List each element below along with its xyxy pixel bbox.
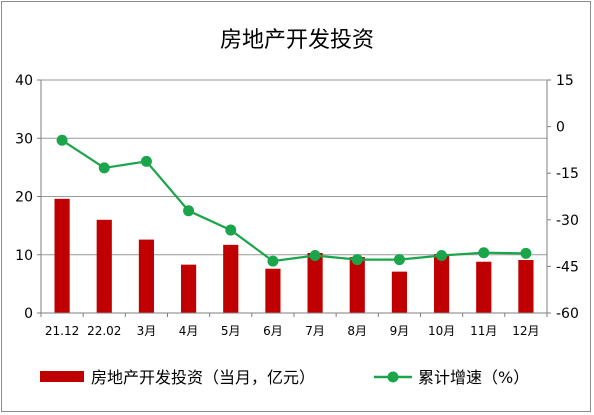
right-tick-label: -45 [556, 259, 579, 275]
x-tick-label: 5月 [221, 324, 241, 338]
left-tick-label: 40 [15, 73, 33, 89]
left-tick-label: 30 [15, 131, 33, 147]
x-tick-label: 22.02 [87, 324, 121, 338]
bar [307, 253, 323, 313]
x-tick-label: 7月 [305, 324, 325, 338]
right-tick-label: -15 [556, 166, 579, 182]
right-axis-ticks: 15 0 -15 -30 -45 -60 [556, 73, 579, 322]
right-tick-label: 15 [556, 73, 574, 89]
bar [265, 268, 281, 313]
legend-swatch-bar [40, 371, 84, 382]
x-tick-label: 21.12 [45, 324, 79, 338]
x-tick-label: 10月 [428, 324, 455, 338]
line-point [520, 247, 532, 259]
legend-label-line: 累计增速（%） [418, 368, 529, 387]
right-tick-label: -30 [556, 213, 579, 229]
bar [349, 257, 365, 313]
line-point [478, 247, 490, 259]
bar [223, 244, 239, 313]
left-tick-label: 0 [24, 306, 33, 322]
x-tick-label: 6月 [263, 324, 283, 338]
line-point [436, 250, 448, 262]
line-point [98, 162, 110, 174]
left-tick-label: 10 [15, 248, 33, 264]
x-tick-label: 9月 [390, 324, 410, 338]
x-tick-label: 8月 [347, 324, 367, 338]
x-tick-label: 4月 [179, 324, 199, 338]
x-tick-label: 12月 [512, 324, 539, 338]
bar [54, 198, 70, 313]
legend: 房地产开发投资（当月，亿元） 累计增速（%） [40, 368, 529, 387]
gridlines [41, 79, 547, 256]
line-point [225, 224, 237, 236]
bar-series [54, 198, 534, 313]
line-point [183, 205, 195, 217]
right-tick-label: -60 [556, 306, 579, 322]
bar [518, 259, 534, 313]
line-series [56, 134, 532, 267]
line-point [351, 254, 363, 266]
series-line [61, 139, 526, 263]
line-point [140, 155, 152, 167]
x-tick-label: 11月 [470, 324, 497, 338]
x-tick-label: 3月 [137, 324, 157, 338]
x-axis-ticks: 21.12 22.02 3月 4月 5月 6月 7月 8月 9月 10月 11月 12月 [45, 324, 540, 338]
line-point [267, 255, 279, 267]
bar [433, 254, 450, 313]
bar [138, 239, 155, 313]
chart-title: 房地产开发投资 [220, 28, 374, 53]
line-point [309, 250, 321, 262]
bar [180, 264, 197, 313]
left-axis-ticks: 0 10 20 30 40 [15, 73, 33, 322]
line-point [56, 134, 68, 146]
axes [37, 79, 551, 317]
bar [96, 219, 112, 313]
legend-label-bar: 房地产开发投资（当月，亿元） [91, 368, 315, 387]
left-tick-label: 20 [15, 190, 33, 206]
bar [476, 261, 492, 313]
legend-swatch-marker [387, 371, 399, 383]
bar [391, 271, 408, 313]
right-tick-label: 0 [556, 120, 565, 136]
line-point [393, 254, 405, 266]
